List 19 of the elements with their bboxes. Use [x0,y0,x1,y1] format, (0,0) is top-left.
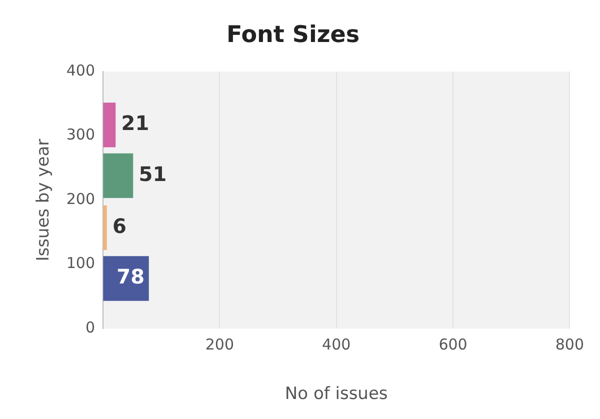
x-tick-label: 400 [322,335,351,354]
bar [103,153,134,198]
data-label: 51 [138,162,167,186]
x-tick-label: 600 [438,335,468,354]
y-tick-label: 100 [66,254,96,272]
bar [103,102,116,148]
data-label: 6 [112,214,126,238]
y-tick-label: 300 [66,126,96,144]
y-tick-label: 0 [85,318,96,336]
x-tick-label: 200 [205,335,234,354]
x-tick-label: 800 [555,335,584,354]
y-axis-title: Issues by year [34,138,54,262]
y-tick-label: 400 [66,61,96,80]
data-label: 21 [121,111,150,136]
x-axis-title: No of issues [284,384,388,404]
chart-title: Font Sizes [226,22,360,48]
data-label: 78 [116,264,145,289]
bar [103,205,107,250]
y-tick-label: 200 [66,190,96,208]
